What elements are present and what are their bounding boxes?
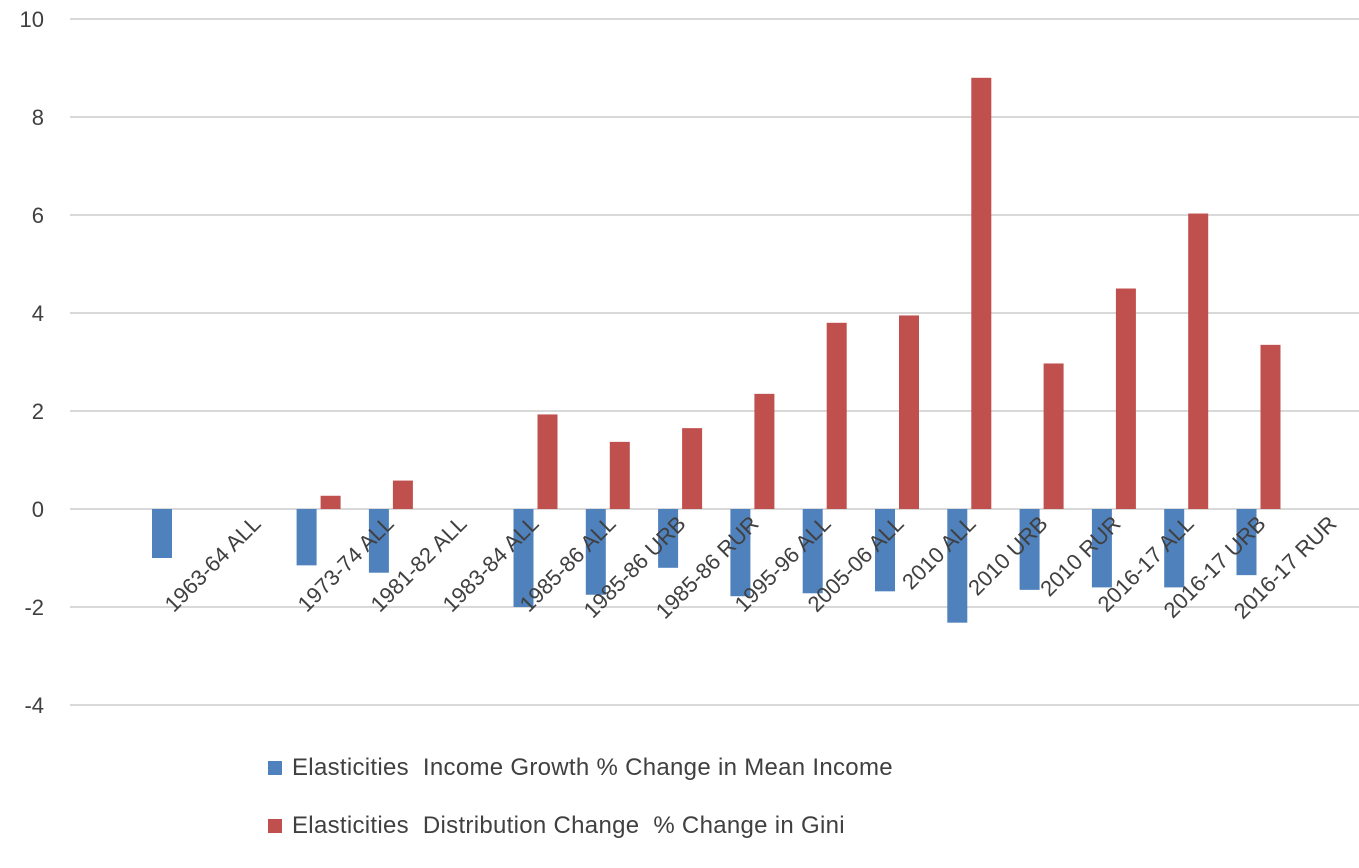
legend-label-income-growth: Elasticities Income Growth % Change in M… bbox=[292, 754, 893, 781]
legend-item-income-growth: Elasticities Income Growth % Change in M… bbox=[268, 752, 893, 784]
bar-income-growth bbox=[368, 509, 389, 573]
bar-gini-change bbox=[682, 428, 703, 509]
bar-income-growth bbox=[1019, 509, 1040, 590]
bar-income-growth bbox=[1091, 509, 1112, 588]
y-tick-label: 0 bbox=[32, 497, 44, 522]
bar-income-growth bbox=[296, 509, 317, 566]
bar-gini-change bbox=[1188, 213, 1209, 509]
bar-gini-change bbox=[1115, 288, 1136, 509]
x-category-label: 1963-64 ALL bbox=[160, 511, 266, 617]
y-tick-label: 10 bbox=[20, 7, 44, 32]
legend: Elasticities Income Growth % Change in M… bbox=[268, 752, 893, 868]
y-tick-label: 2 bbox=[32, 399, 44, 424]
legend-label-gini: Elasticities Distribution Change % Chang… bbox=[292, 812, 845, 839]
bar-gini-change bbox=[537, 414, 558, 509]
y-axis-ticks: -4 -2 0 2 4 6 8 10 bbox=[20, 7, 44, 718]
bar-income-growth bbox=[875, 509, 895, 592]
bars bbox=[152, 77, 1281, 623]
bar-income-growth bbox=[513, 509, 534, 607]
bar-gini-change bbox=[1043, 363, 1064, 509]
bar-gini-change bbox=[1260, 344, 1281, 509]
y-tick-label: 4 bbox=[32, 301, 44, 326]
legend-swatch-gini bbox=[268, 819, 282, 833]
bar-income-growth bbox=[1164, 509, 1185, 588]
bar-gini-change bbox=[826, 322, 847, 509]
y-tick-label: 6 bbox=[32, 203, 44, 228]
bar-gini-change bbox=[609, 441, 630, 509]
bar-income-growth bbox=[730, 509, 751, 597]
bar-income-growth bbox=[1236, 509, 1257, 576]
bar-income-growth bbox=[658, 509, 679, 568]
gridlines bbox=[70, 18, 1359, 706]
y-tick-label: 8 bbox=[32, 105, 44, 130]
bar-gini-change bbox=[971, 77, 992, 510]
bar-gini-change bbox=[392, 480, 413, 509]
bar-income-growth bbox=[802, 509, 823, 594]
y-tick-label: -4 bbox=[24, 693, 44, 718]
bar-gini-change bbox=[754, 393, 775, 509]
bar-gini-change bbox=[320, 495, 341, 509]
bar-income-growth bbox=[585, 509, 606, 595]
bar-income-growth bbox=[152, 509, 172, 558]
bar-income-growth bbox=[947, 509, 968, 623]
legend-swatch-income-growth bbox=[268, 761, 282, 775]
bar-gini-change bbox=[899, 315, 919, 509]
y-tick-label: -2 bbox=[24, 595, 44, 620]
legend-item-gini: Elasticities Distribution Change % Chang… bbox=[268, 810, 893, 842]
